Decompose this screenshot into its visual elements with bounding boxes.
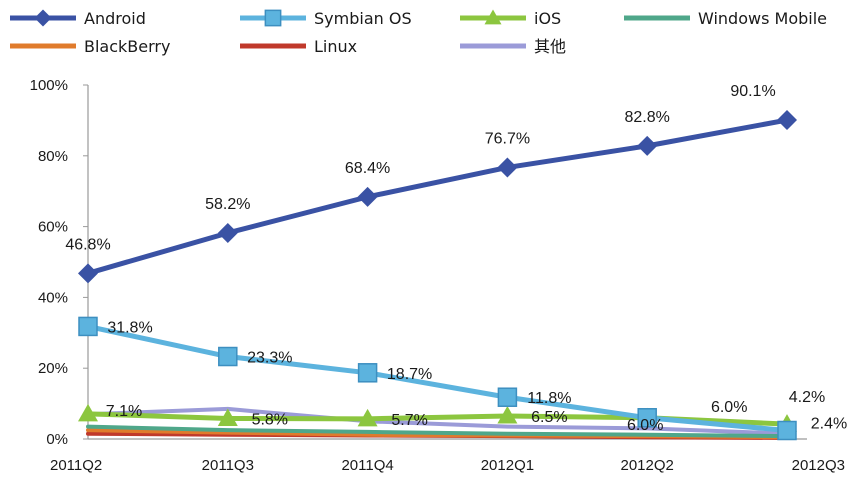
point-android xyxy=(357,186,378,207)
data-label-android: 58.2% xyxy=(205,196,250,213)
legend-label-symbian-os: Symbian OS xyxy=(314,9,412,28)
data-label-ios: 5.7% xyxy=(391,412,427,429)
point-android xyxy=(637,135,658,156)
data-label-android: 82.8% xyxy=(625,109,670,126)
y-tick-label: 60% xyxy=(38,219,68,236)
point-android xyxy=(497,157,518,178)
data-label-ios: 7.1% xyxy=(106,403,142,420)
data-label-android: 76.7% xyxy=(485,130,530,147)
legend-label-其他: 其他 xyxy=(534,37,566,56)
point-ios xyxy=(357,408,378,427)
data-label-ios: 5.8% xyxy=(252,411,288,428)
legend-marker-ios xyxy=(484,9,502,25)
point-ios xyxy=(217,408,238,426)
data-label-symbian-os: 11.8% xyxy=(527,390,571,407)
data-label-ios: 6.0% xyxy=(711,399,747,416)
x-tick-label: 2012Q2 xyxy=(621,457,674,474)
legend-label-android: Android xyxy=(84,9,146,28)
legend: Android Symbian OS iOS Windows Mobile BlackB… xyxy=(10,9,827,56)
series-lines xyxy=(85,117,790,440)
point-android xyxy=(777,110,797,131)
data-labels: 46.8% 58.2% 68.4% 76.7% 82.8% 90.1% 31.8% 23.3%… xyxy=(65,83,847,434)
legend-label-blackberry: BlackBerry xyxy=(84,37,170,56)
x-tick-label: 2012Q1 xyxy=(481,457,534,474)
legend-label-ios: iOS xyxy=(534,9,561,28)
point-android xyxy=(217,222,238,243)
data-label-android: 68.4% xyxy=(345,160,390,177)
point-ios xyxy=(497,405,518,424)
series-line-windows-mobile xyxy=(86,424,789,439)
point-symbian-os xyxy=(357,363,378,383)
series-line-其他 xyxy=(86,406,789,436)
x-tick-label: 2011Q3 xyxy=(202,457,254,474)
x-tick-label: 2012Q3 xyxy=(792,457,845,474)
point-android xyxy=(78,263,98,284)
point-symbian-os xyxy=(637,408,657,428)
axes: 0% 20% 40% 60% 80% 100% 2011Q2 2011Q3 2011Q4 2012… xyxy=(30,77,845,474)
point-symbian-os xyxy=(497,387,518,407)
legend-label-linux: Linux xyxy=(314,37,357,56)
data-label-symbian-os: 23.3% xyxy=(247,350,292,367)
data-label-ios: 6.5% xyxy=(531,409,567,426)
series-line-symbian-os xyxy=(85,323,790,434)
legend-marker-android xyxy=(34,9,52,27)
x-tick-label: 2011Q2 xyxy=(50,457,102,474)
x-tick-label: 2011Q4 xyxy=(341,457,393,474)
series-markers xyxy=(78,110,797,441)
legend-marker-symbian-os xyxy=(264,9,282,27)
point-symbian-os xyxy=(218,346,238,367)
data-label-android: 90.1% xyxy=(730,83,775,100)
data-label-symbian-os: 31.8% xyxy=(107,319,152,336)
y-tick-label: 40% xyxy=(38,289,68,306)
y-tick-label: 0% xyxy=(46,431,68,448)
point-symbian-os xyxy=(78,316,98,337)
y-tick-label: 20% xyxy=(38,360,68,377)
legend-label-windows-mobile: Windows Mobile xyxy=(698,9,827,28)
data-label-ios: 4.2% xyxy=(789,389,825,406)
y-tick-label: 100% xyxy=(30,77,68,94)
data-label-symbian-os: 2.4% xyxy=(811,416,847,433)
data-label-android: 46.8% xyxy=(65,236,110,253)
data-label-symbian-os: 18.7% xyxy=(387,366,432,383)
y-tick-label: 80% xyxy=(38,148,68,165)
series-line-android xyxy=(85,117,790,276)
point-symbian-os xyxy=(777,420,797,441)
point-ios xyxy=(78,403,98,422)
data-label-symbian-os: 6.0% xyxy=(627,417,663,434)
